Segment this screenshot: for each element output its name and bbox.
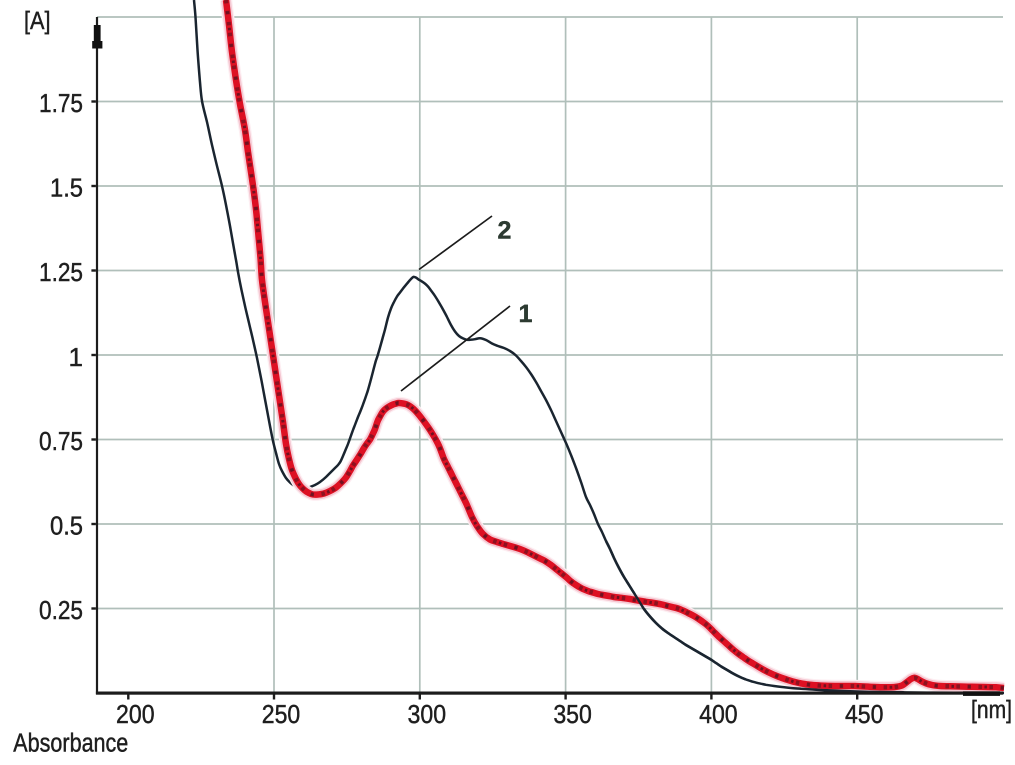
svg-text:Absorbance: Absorbance — [13, 728, 128, 758]
svg-text:0.5: 0.5 — [50, 511, 83, 541]
svg-text:0.75: 0.75 — [39, 426, 83, 456]
svg-text:1: 1 — [519, 300, 533, 328]
svg-text:1.5: 1.5 — [50, 173, 83, 203]
svg-text:300: 300 — [408, 699, 447, 729]
svg-text:1: 1 — [69, 342, 83, 372]
svg-text:400: 400 — [699, 699, 738, 729]
svg-text:0.25: 0.25 — [39, 595, 83, 625]
svg-text:450: 450 — [845, 699, 884, 729]
svg-text:[A]: [A] — [24, 7, 51, 35]
svg-text:2: 2 — [498, 217, 512, 245]
svg-text:250: 250 — [262, 699, 301, 729]
svg-text:[nm]: [nm] — [971, 696, 1012, 724]
svg-text:1.75: 1.75 — [39, 88, 83, 118]
svg-text:200: 200 — [116, 699, 155, 729]
svg-text:1.25: 1.25 — [39, 257, 83, 287]
svg-text:350: 350 — [553, 699, 592, 729]
